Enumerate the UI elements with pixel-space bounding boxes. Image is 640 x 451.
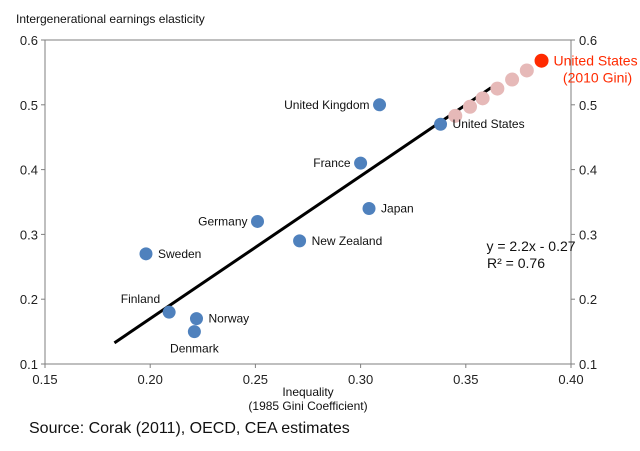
data-point [187,325,201,339]
data-label: Norway [208,312,249,326]
projection-point [490,81,505,96]
data-point [293,234,307,248]
data-point [434,117,448,131]
regression-line [113,86,492,345]
data-point [354,156,368,170]
y-tick-label-right: 0.4 [579,163,597,178]
source-note: Source: Corak (2011), OECD, CEA estimate… [29,420,350,437]
data-label: France [313,156,351,170]
y-tick-label-right: 0.2 [579,292,597,307]
data-point [139,247,153,261]
x-tick-label: 0.40 [558,372,583,387]
y-axis-title: Intergenerational earnings elasticity [16,12,205,26]
x-tick-label: 0.20 [138,372,163,387]
data-point [162,305,176,319]
data-label: Denmark [170,342,220,356]
regression-equation: y = 2.2x - 0.27 [486,238,575,254]
x-axis-title: Inequality [282,385,333,399]
data-label: United States [453,117,525,131]
data-label: Sweden [158,247,201,261]
y-tick-label-right: 0.5 [579,98,597,113]
data-points: United Kingdom United States France Japan Ge… [121,53,638,356]
highlight-label-line2: (2010 Gini) [563,70,632,86]
y-tick-label-left: 0.1 [20,357,38,372]
data-point [373,98,387,112]
y-tick-label-right: 0.3 [579,227,597,242]
y-tick-label-left: 0.5 [20,98,38,113]
projection-points [448,63,534,123]
x-tick-label: 0.25 [243,372,268,387]
data-label: Finland [121,292,160,306]
highlight-point [534,53,549,68]
r-squared: R² = 0.76 [487,255,545,271]
x-tick-label: 0.35 [453,372,478,387]
x-tick-label: 0.15 [32,372,57,387]
highlight-label: United States [554,53,638,69]
data-point [362,201,376,215]
y-tick-label-left: 0.6 [20,33,38,48]
data-point [251,214,265,228]
projection-point [475,91,490,106]
data-label: Germany [198,214,247,228]
y-tick-label-right: 0.1 [579,357,597,372]
x-axis-subtitle: (1985 Gini Coefficient) [248,399,367,413]
y-tick-label-left: 0.2 [20,292,38,307]
projection-point [505,72,520,87]
y-tick-label-right: 0.6 [579,33,597,48]
projection-point [463,99,478,114]
x-tick-label: 0.30 [348,372,373,387]
y-tick-label-left: 0.3 [20,227,38,242]
trendline-group [113,86,492,345]
axes: 0.1 0.2 0.3 0.4 0.5 0.6 0.1 0.2 0.3 0.4 0.5 0.6 0.15… [20,33,597,387]
y-tick-label-left: 0.4 [20,163,38,178]
data-label: United Kingdom [284,98,369,112]
projection-point [448,108,463,123]
data-point [189,312,203,326]
data-label: Japan [381,201,414,215]
data-label: New Zealand [312,234,383,248]
projection-point [519,63,534,78]
